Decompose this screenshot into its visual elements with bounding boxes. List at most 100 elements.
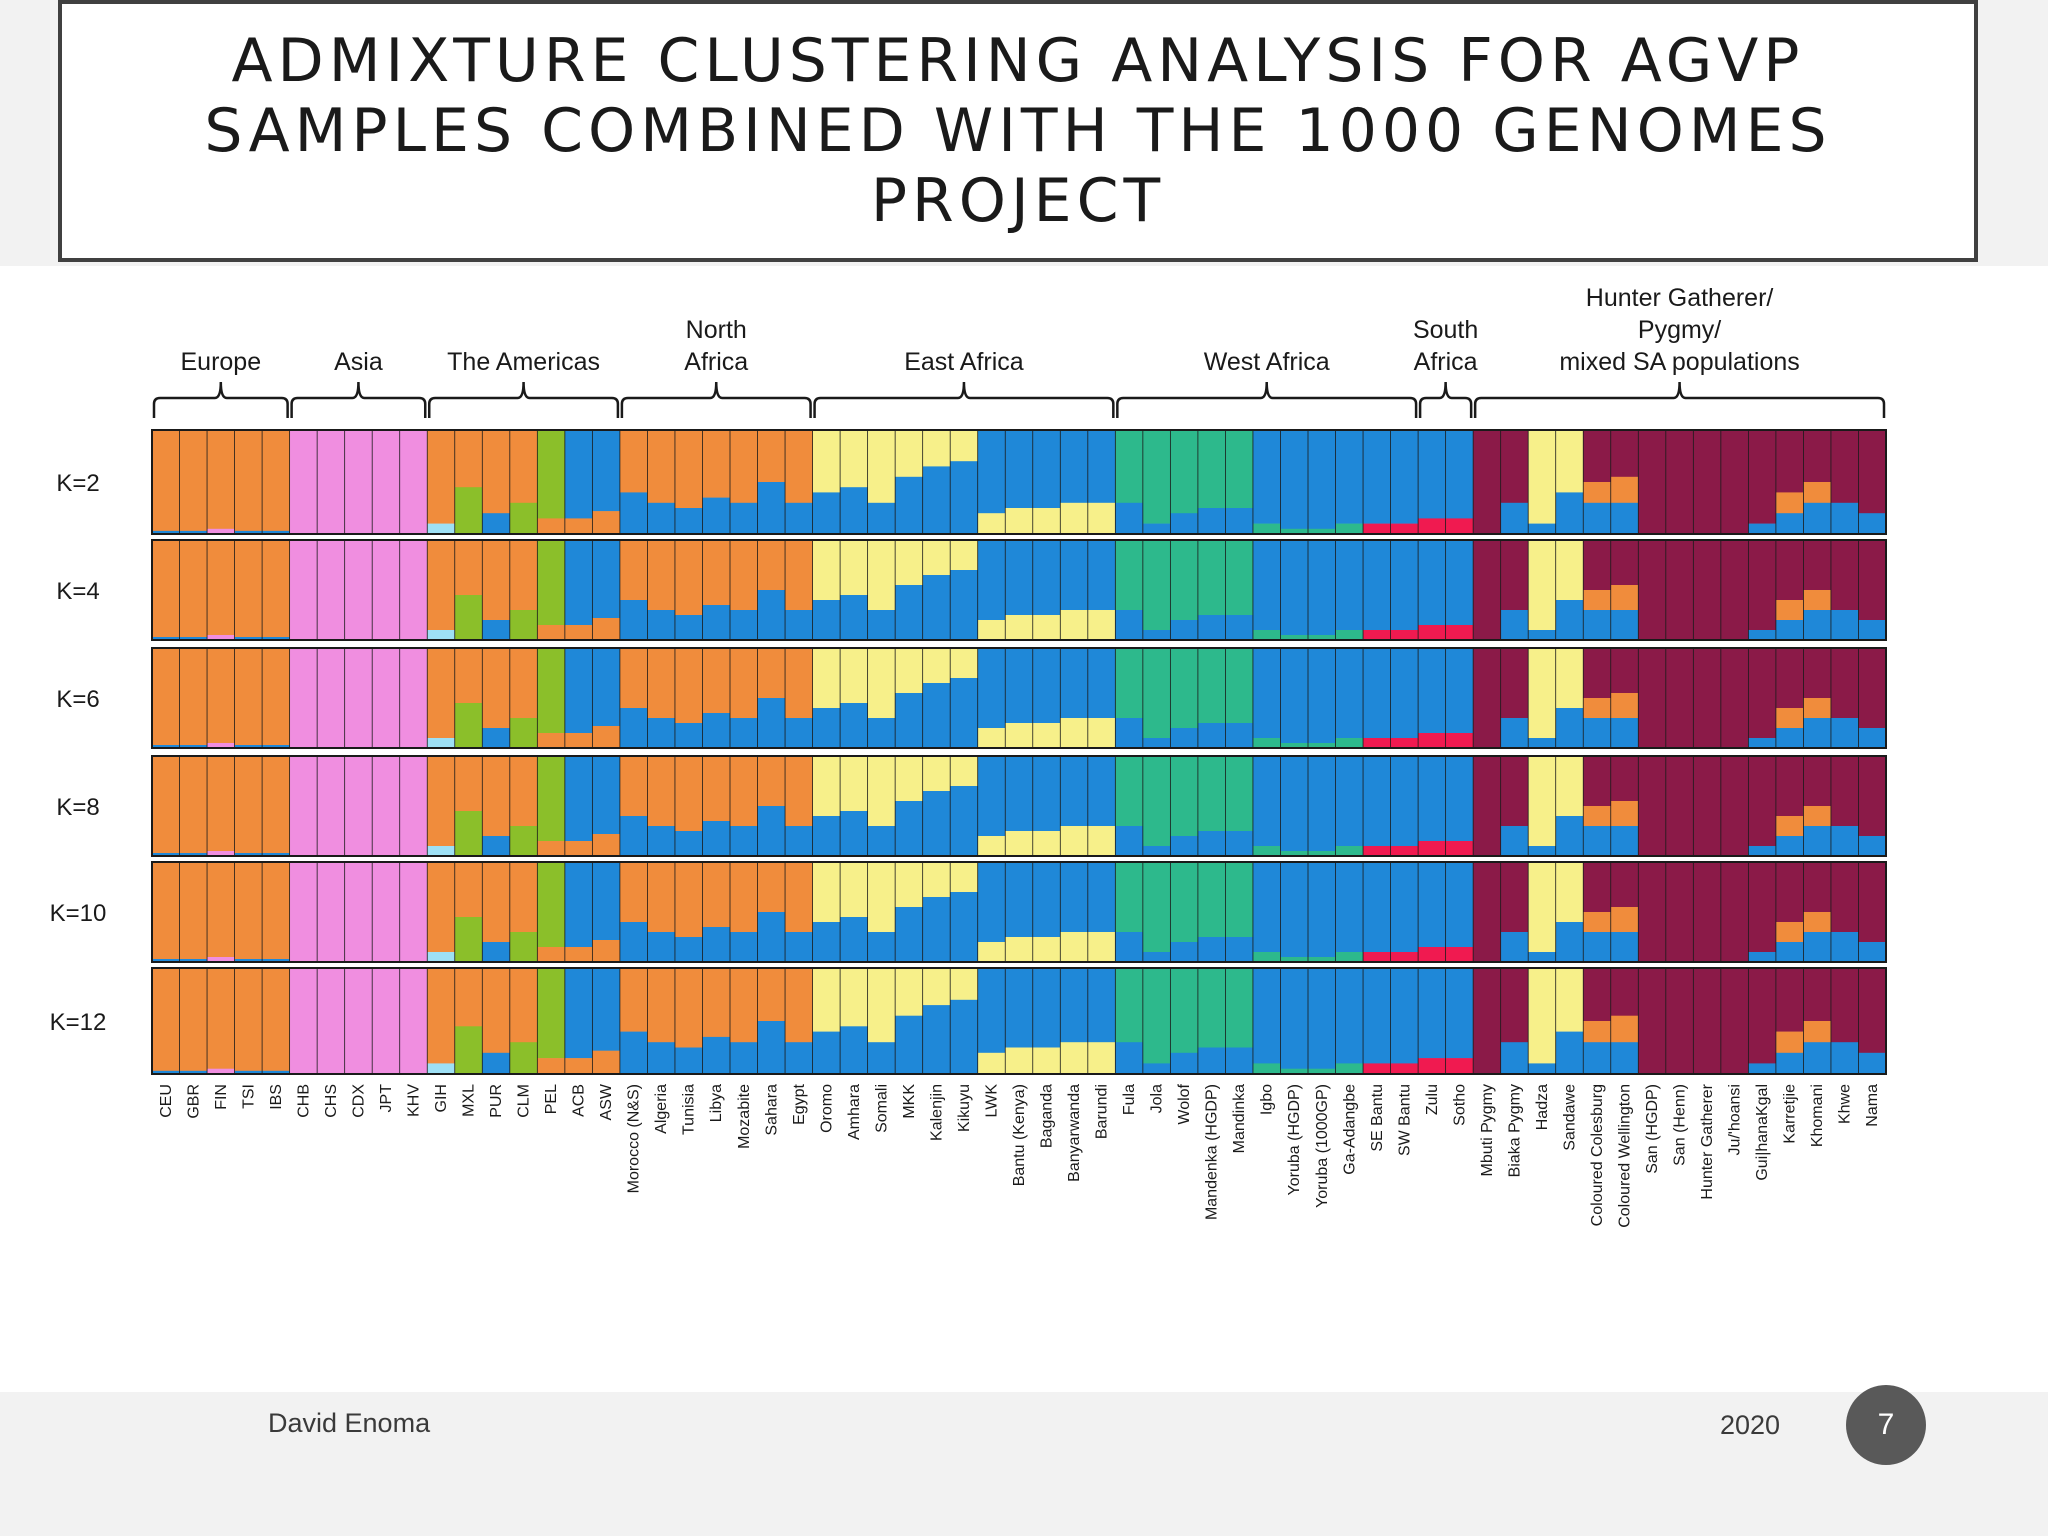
bar-segment xyxy=(1473,756,1501,857)
bar-segment xyxy=(702,862,731,928)
bar-segment xyxy=(1060,540,1089,611)
bar-segment xyxy=(1197,430,1226,509)
population-label: Mozabite xyxy=(736,1084,753,1149)
region-bracket xyxy=(1473,381,1886,418)
bar-segment xyxy=(674,615,703,641)
population-label: TSI xyxy=(240,1084,257,1109)
bar-segment xyxy=(812,430,841,493)
bar-segment xyxy=(564,1058,593,1075)
bar-segment xyxy=(509,826,538,857)
bar-segment xyxy=(1280,540,1309,636)
bar-segment xyxy=(152,1070,180,1075)
bar-segment xyxy=(1858,756,1887,837)
bar-segment xyxy=(922,648,951,684)
bar-segment xyxy=(234,530,263,535)
population-label: Wolof xyxy=(1176,1083,1193,1124)
bar-segment xyxy=(950,648,979,679)
bar-segment xyxy=(289,540,318,641)
bar-segment xyxy=(1803,698,1832,719)
bar-segment xyxy=(812,816,841,857)
bar-segment xyxy=(1170,942,1199,963)
population-label: Ju/'hoansi xyxy=(1727,1084,1744,1156)
bar-segment xyxy=(757,1021,786,1075)
bar-segment xyxy=(482,756,511,837)
region-label: Europe xyxy=(180,348,261,376)
bar-segment xyxy=(1610,430,1639,478)
bar-segment xyxy=(454,756,483,812)
bar-segment xyxy=(674,430,703,509)
bar-segment xyxy=(812,708,841,749)
bar-segment xyxy=(207,957,235,963)
bar-segment xyxy=(1693,430,1722,535)
bar-segment xyxy=(1858,862,1887,943)
bar-segment xyxy=(482,513,511,535)
bar-segment xyxy=(867,1042,896,1075)
bar-segment xyxy=(207,968,235,1069)
bar-segment xyxy=(482,620,511,641)
bar-segment xyxy=(1335,1063,1364,1075)
bar-segment xyxy=(1225,1047,1254,1075)
bar-segment xyxy=(1803,862,1832,913)
bar-segment xyxy=(482,648,511,729)
bar-segment xyxy=(867,610,896,641)
bar-segment xyxy=(509,718,538,749)
bar-segment xyxy=(1418,733,1446,749)
bar-segment xyxy=(1748,648,1777,739)
population-label: CHS xyxy=(323,1084,340,1118)
bar-segment xyxy=(619,922,648,963)
bar-segment xyxy=(619,430,648,493)
bar-segment xyxy=(427,1063,456,1075)
bar-segment xyxy=(977,862,1006,943)
population-label: Sahara xyxy=(763,1084,780,1136)
region-bracket xyxy=(427,381,620,418)
bar-segment xyxy=(619,756,648,817)
bar-segment xyxy=(427,862,456,953)
bar-segment xyxy=(1335,630,1364,641)
bar-segment xyxy=(1858,836,1887,857)
bar-segment xyxy=(1830,1042,1859,1075)
bar-segment xyxy=(344,648,373,749)
population-label: Baganda xyxy=(1039,1084,1056,1148)
population-label: Karretjie xyxy=(1782,1084,1799,1144)
bar-segment xyxy=(454,540,483,596)
bar-segment xyxy=(647,826,676,857)
bar-segment xyxy=(592,756,621,835)
bar-segment xyxy=(1115,756,1144,827)
bar-segment xyxy=(1197,968,1226,1048)
bar-segment xyxy=(867,430,896,504)
bar-segment xyxy=(509,968,538,1043)
bar-segment xyxy=(1775,728,1804,749)
bar-segment xyxy=(757,806,786,857)
bar-segment xyxy=(1142,756,1171,847)
bar-segment xyxy=(1005,508,1034,535)
bar-segment xyxy=(730,610,758,641)
bar-segment xyxy=(1500,502,1529,535)
bar-segment xyxy=(619,862,648,923)
bar-segment xyxy=(674,508,703,535)
bar-segment xyxy=(1390,523,1419,535)
bar-segment xyxy=(482,540,511,621)
bar-segment xyxy=(1858,728,1887,749)
bar-segment xyxy=(1473,648,1501,749)
bar-segment xyxy=(1858,513,1887,535)
bar-segment xyxy=(509,502,538,535)
bar-segment xyxy=(950,968,979,1001)
bar-segment xyxy=(1830,610,1859,641)
bar-segment xyxy=(344,862,373,963)
row-label: K=8 xyxy=(56,794,99,821)
bar-segment xyxy=(812,862,841,923)
bar-segment xyxy=(1363,630,1391,641)
bar-segment xyxy=(1748,968,1777,1064)
bar-segment xyxy=(1087,502,1116,535)
bar-segment xyxy=(1142,738,1171,749)
bar-segment xyxy=(1500,648,1529,719)
population-label: Yoruba (1000GP) xyxy=(1314,1084,1331,1208)
bar-segment xyxy=(730,932,758,963)
bar-segment xyxy=(1610,801,1639,827)
bar-segment xyxy=(702,821,731,857)
bar-segment xyxy=(564,518,593,535)
bar-segment xyxy=(1170,728,1199,749)
bar-segment xyxy=(1445,756,1474,842)
bar-segment xyxy=(1693,968,1722,1075)
population-label: CHB xyxy=(295,1084,312,1118)
